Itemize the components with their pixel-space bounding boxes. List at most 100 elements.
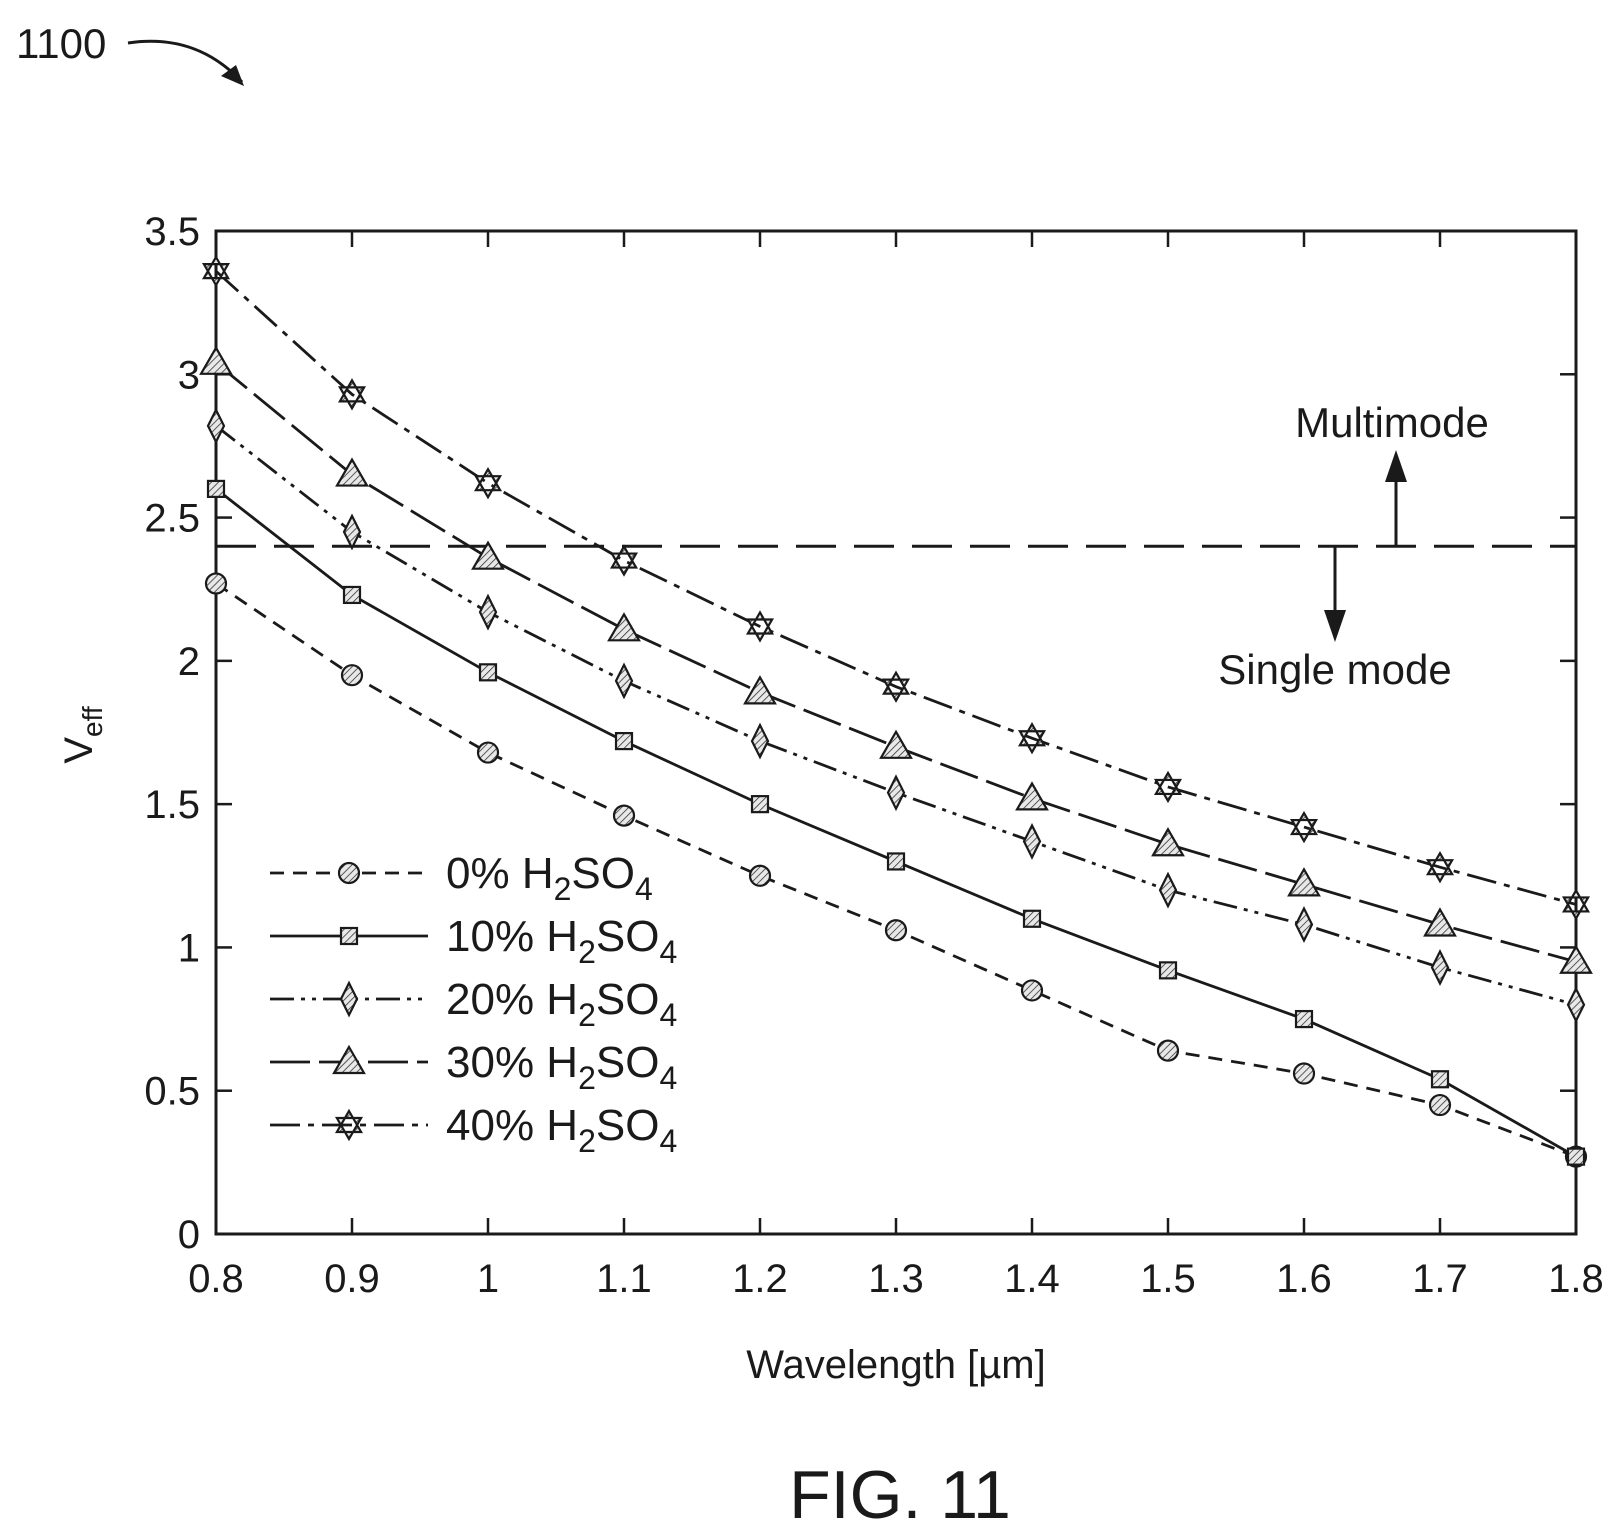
x-tick-label: 1.7	[1412, 1257, 1468, 1301]
y-tick-label: 3.5	[144, 210, 200, 254]
data-point	[1158, 961, 1178, 980]
legend-marker	[332, 1044, 366, 1075]
data-point	[743, 675, 777, 705]
y-tick-label: 3	[178, 353, 200, 397]
y-tick-label: 2.5	[144, 497, 200, 541]
x-tick-label: 1.4	[1004, 1257, 1060, 1301]
data-point	[1015, 781, 1049, 811]
data-point	[748, 864, 772, 887]
y-tick-label: 1.5	[144, 783, 200, 827]
multimode-arrowhead-icon	[1385, 450, 1407, 482]
data-point	[204, 572, 228, 595]
legend-label: 10% H2SO4	[446, 912, 677, 970]
y-axis-title: Veff	[57, 706, 108, 764]
series-group	[199, 254, 1593, 1168]
y-axis-title-main: V	[57, 737, 101, 764]
legend-marker	[334, 1108, 364, 1142]
data-point	[476, 741, 500, 764]
x-tick-label: 1.6	[1276, 1257, 1332, 1301]
data-point	[1294, 1009, 1314, 1029]
data-point	[750, 795, 770, 814]
data-point	[478, 593, 498, 631]
data-point	[1022, 822, 1042, 860]
data-point	[1566, 1147, 1586, 1166]
data-point	[612, 804, 636, 827]
legend-marker	[339, 926, 359, 946]
legend-item: 0% H2SO4	[270, 849, 653, 907]
data-point	[199, 345, 233, 375]
legend-marker	[339, 980, 359, 1018]
data-point	[1561, 888, 1591, 921]
data-point	[614, 662, 634, 700]
data-point	[340, 664, 364, 687]
data-point	[1423, 907, 1457, 937]
data-point	[1022, 909, 1042, 928]
data-point	[745, 610, 775, 643]
data-point	[1566, 986, 1586, 1024]
series-3	[199, 345, 1593, 974]
series-2	[206, 407, 1586, 1024]
series-line	[215, 487, 1577, 1158]
data-point	[881, 670, 911, 703]
data-point	[478, 663, 498, 682]
y-tick-label: 0.5	[144, 1070, 200, 1114]
data-point	[886, 852, 906, 871]
reference-number: 1100	[16, 20, 106, 67]
legend-item: 30% H2SO4	[270, 1038, 677, 1096]
y-axis-title-sub: eff	[77, 706, 108, 737]
data-point	[609, 544, 639, 577]
multimode-label: Multimode	[1295, 399, 1489, 446]
legend-marker	[337, 861, 361, 885]
y-tick-label: 1	[178, 926, 200, 970]
legend-item: 40% H2SO4	[270, 1101, 677, 1159]
data-point	[1292, 1062, 1316, 1085]
data-point	[879, 729, 913, 759]
y-tick-label: 2	[178, 640, 200, 684]
legend-label: 40% H2SO4	[446, 1101, 677, 1159]
data-point	[473, 466, 503, 500]
data-point	[1294, 906, 1314, 943]
x-tick-label: 1.5	[1140, 1257, 1196, 1301]
legend-label: 20% H2SO4	[446, 975, 677, 1033]
data-point	[1430, 949, 1450, 986]
data-point	[1017, 722, 1047, 755]
x-tick-label: 0.8	[188, 1257, 244, 1301]
x-tick-label: 1	[477, 1257, 499, 1301]
x-tick-label: 0.9	[324, 1257, 380, 1301]
single-mode-arrowhead-icon	[1324, 610, 1346, 642]
data-point	[1289, 810, 1319, 844]
data-point	[1559, 944, 1593, 974]
data-point	[750, 722, 770, 760]
axis-ticks: 0.8 0.9 1 1.1 1.2 1.3 1.4 1.5 1.6 1.7 1.8 0 0.5 1 1.5 2…	[144, 210, 1603, 1301]
legend-item: 10% H2SO4	[270, 912, 677, 970]
x-tick-label: 1.3	[868, 1257, 924, 1301]
legend-item: 20% H2SO4	[270, 975, 677, 1033]
x-axis-title: Wavelength [µm]	[746, 1343, 1045, 1387]
data-point	[1151, 827, 1185, 857]
data-point	[1156, 1039, 1180, 1062]
data-point	[206, 407, 226, 445]
data-point	[342, 513, 362, 551]
data-point	[335, 457, 369, 487]
data-point	[1158, 871, 1178, 909]
data-point	[1020, 979, 1044, 1002]
data-point	[886, 774, 906, 812]
y-tick-label: 0	[178, 1213, 200, 1257]
data-point	[1425, 850, 1455, 884]
series-4	[201, 254, 1591, 921]
data-point	[471, 540, 505, 570]
data-point	[1153, 770, 1183, 804]
data-point	[1428, 1093, 1452, 1117]
reference-arrowhead-icon	[221, 65, 244, 86]
data-point	[1287, 867, 1321, 897]
data-point	[1430, 1070, 1450, 1089]
series-line	[215, 270, 1577, 906]
data-point	[206, 479, 226, 499]
x-tick-label: 1.2	[732, 1257, 788, 1301]
data-point	[884, 919, 908, 942]
single-mode-label: Single mode	[1218, 646, 1451, 693]
legend-label: 30% H2SO4	[446, 1038, 677, 1096]
data-point	[201, 254, 231, 288]
